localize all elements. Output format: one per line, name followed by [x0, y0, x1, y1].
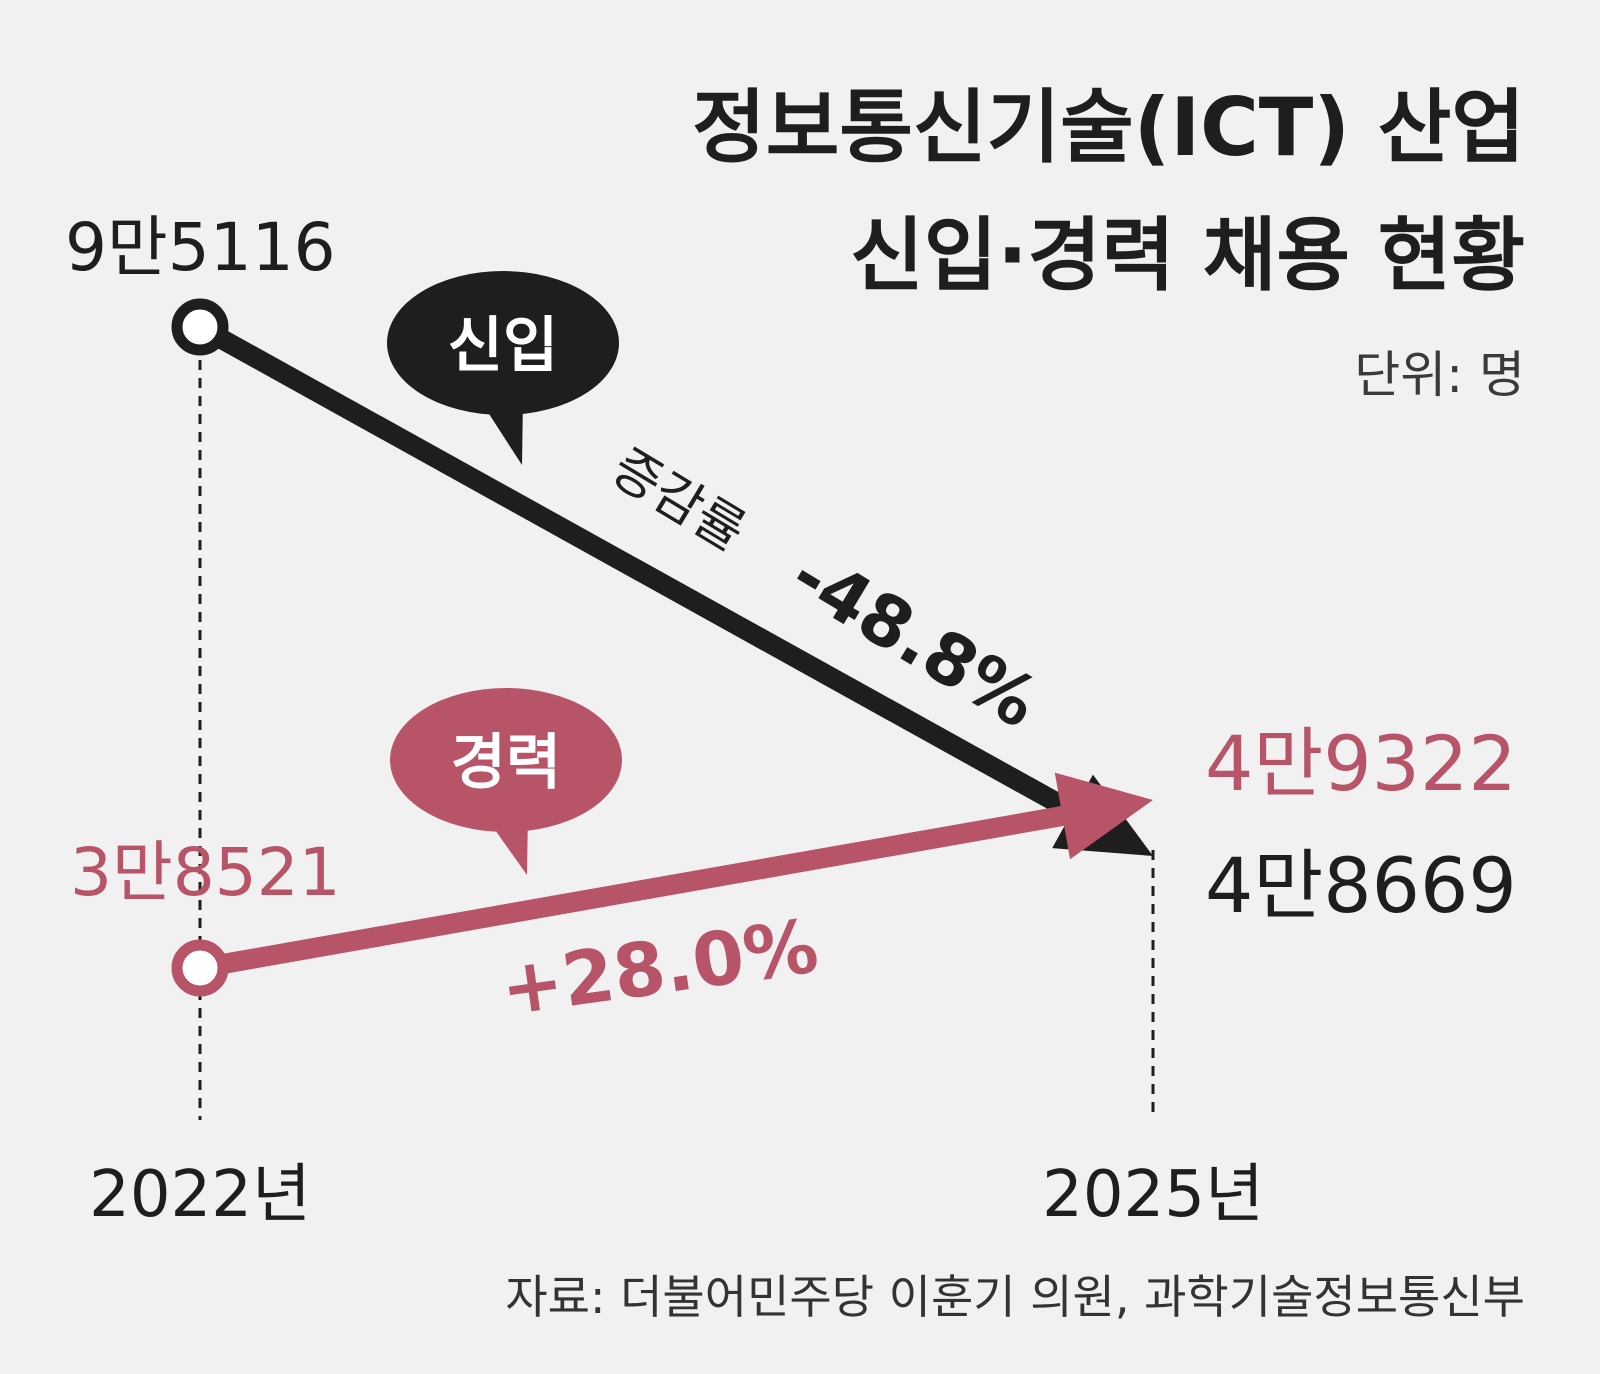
chart-title-line-1: 정보통신기술(ICT) 산업 [692, 81, 1525, 174]
value-label-experienced-2025: 4만9322 [1205, 719, 1517, 808]
series-label-experienced: 경력 [451, 728, 561, 798]
value-label-experienced-2022: 3만8521 [70, 834, 341, 911]
value-label-new-hire-2025: 4만8669 [1205, 841, 1517, 930]
series-line-experienced [198, 805, 1069, 978]
arrowhead-experienced [1054, 772, 1153, 860]
unit-label: 단위: 명 [1354, 346, 1525, 404]
series-line-new-hire [195, 318, 1081, 823]
series-label-new-hire: 신입 [448, 311, 558, 381]
data-point-experienced-2022 [171, 939, 229, 997]
chart-title-line-2: 신입·경력 채용 현황 [850, 209, 1525, 302]
x-tick-label-2025: 2025년 [1042, 1158, 1264, 1232]
change-rate-prefix: 증감률 [601, 438, 755, 563]
data-point-new-hire-2022 [171, 298, 229, 356]
value-label-new-hire-2022: 9만5116 [65, 209, 336, 286]
source-note: 자료: 더불어민주당 이훈기 의원, 과학기술정보통신부 [505, 1270, 1525, 1324]
change-rate-experienced-value: +28.0% [496, 903, 824, 1033]
x-tick-label-2022: 2022년 [89, 1158, 311, 1232]
bubble-new-hire: 신입 [387, 271, 619, 465]
bubble-experienced: 경력 [390, 688, 622, 875]
